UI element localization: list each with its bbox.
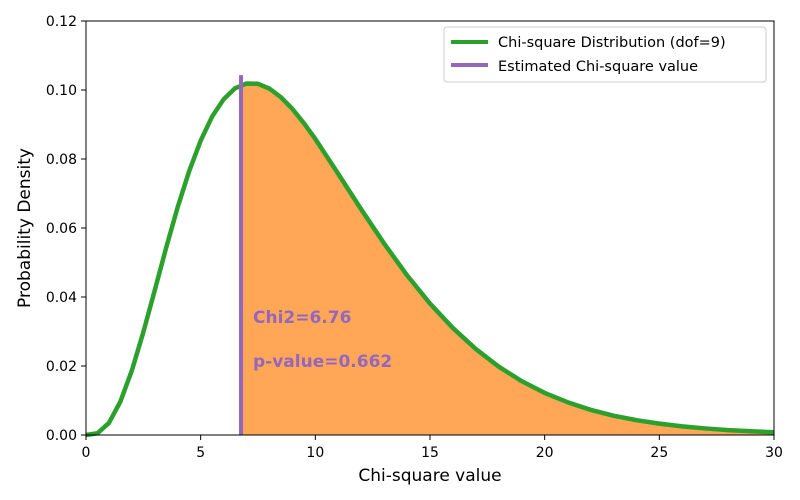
x-tick-label: 15 [421, 445, 439, 461]
x-tick-label: 20 [536, 445, 554, 461]
x-tick-label: 0 [82, 445, 91, 461]
legend-label-distribution: Chi-square Distribution (dof=9) [498, 35, 726, 51]
y-tick-label: 0.02 [46, 359, 77, 375]
y-tick-label: 0.00 [46, 428, 77, 444]
y-axis-label: Probability Density [15, 148, 35, 308]
y-tick-label: 0.04 [46, 290, 77, 306]
legend-box [443, 26, 767, 83]
ticks-layer: 0 5 10 15 20 25 30 0.00 0.02 0.04 0.06 0.08 0.10 0.12 [46, 14, 783, 461]
x-tick-label: 30 [765, 445, 783, 461]
annotation-chi2: Chi2=6.76 [253, 308, 351, 328]
y-tick-label: 0.10 [46, 83, 77, 99]
curve-layer [85, 81, 775, 438]
y-tick-label: 0.08 [46, 152, 77, 168]
y-tick-label: 0.12 [46, 14, 77, 30]
x-axis-label: Chi-square value [358, 466, 501, 486]
x-tick-label: 5 [196, 445, 205, 461]
x-tick-label: 25 [650, 445, 668, 461]
legend: Chi-square Distribution (dof=9) Estimate… [443, 26, 767, 83]
chi-square-distribution-curve [85, 81, 775, 438]
annotation-pvalue: p-value=0.662 [253, 352, 392, 372]
y-tick-label: 0.06 [46, 221, 77, 237]
legend-label-estimate: Estimated Chi-square value [498, 59, 698, 75]
shaded-pvalue-region [241, 83, 775, 435]
shaded-region-layer [241, 83, 775, 435]
x-tick-label: 10 [306, 445, 324, 461]
